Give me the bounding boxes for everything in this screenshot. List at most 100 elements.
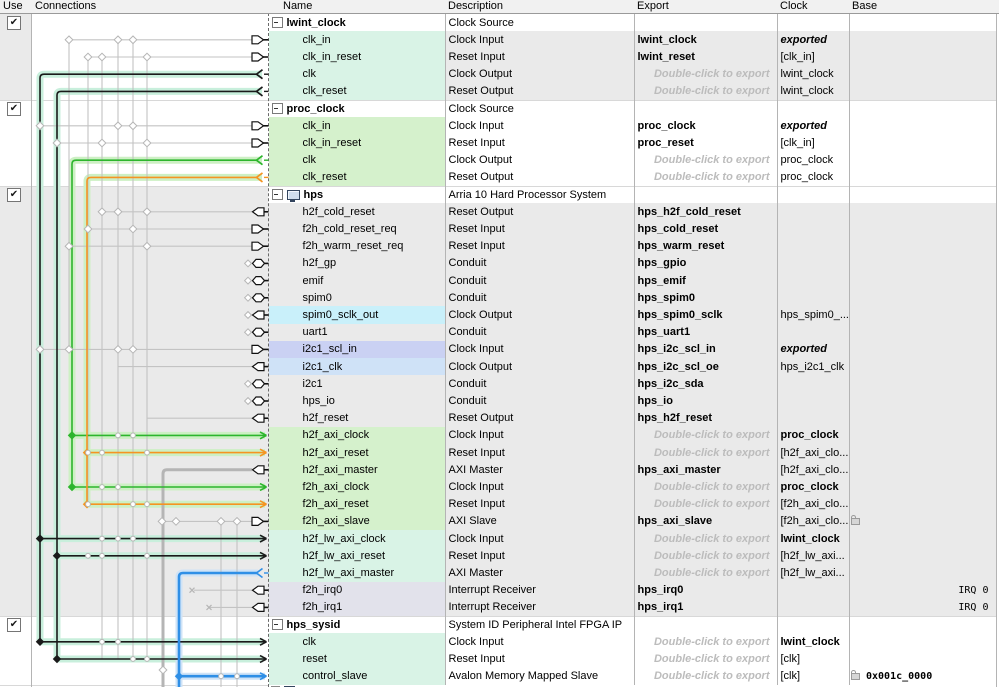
export-name[interactable]: hps_h2f_reset xyxy=(637,412,713,425)
out-port-icon[interactable] xyxy=(251,465,269,475)
export-name[interactable]: lwint_reset xyxy=(637,50,695,63)
column-header-export[interactable]: Export xyxy=(637,0,669,12)
chev-b-port-icon[interactable] xyxy=(255,567,269,579)
column-header-name[interactable]: Name xyxy=(283,0,313,12)
chev-g-port-icon[interactable] xyxy=(255,155,269,166)
signal-name-uart1[interactable]: uart1 xyxy=(302,326,328,339)
lock-icon[interactable] xyxy=(851,514,860,525)
signal-name-f2h_axi_reset[interactable]: f2h_axi_reset xyxy=(302,498,369,511)
export-name[interactable]: hps_warm_reset xyxy=(637,240,725,253)
export-name[interactable]: hps_h2f_cold_reset xyxy=(637,205,741,218)
signal-name-h2f_axi_clock[interactable]: h2f_axi_clock xyxy=(302,429,370,442)
signal-name-f2h_irq1[interactable]: f2h_irq1 xyxy=(302,601,343,614)
base-address[interactable]: 0x001c_0000 xyxy=(866,670,933,682)
signal-name-clk_in_reset[interactable]: clk_in_reset xyxy=(302,50,362,63)
clock-value[interactable]: lwint_clock xyxy=(780,68,834,81)
chev-k-port-icon[interactable] xyxy=(255,69,269,80)
clock-value[interactable]: [clk_in] xyxy=(780,136,815,149)
clock-value[interactable]: hps_i2c1_clk xyxy=(780,360,845,373)
export-name[interactable]: hps_i2c_scl_oe xyxy=(637,360,719,373)
out-port-icon[interactable] xyxy=(251,413,269,423)
collapse-icon[interactable] xyxy=(271,17,283,29)
hex-port-icon[interactable] xyxy=(251,258,269,268)
export-placeholder[interactable]: Double-click to export xyxy=(653,566,770,579)
use-checkbox-hps[interactable]: ✔ xyxy=(7,188,21,202)
clock-value[interactable]: proc_clock xyxy=(780,480,839,493)
in-port-icon[interactable] xyxy=(251,516,269,527)
signal-name-i2c1[interactable]: i2c1 xyxy=(302,377,323,390)
in-port-icon[interactable] xyxy=(251,52,269,62)
export-name[interactable]: hps_gpio xyxy=(637,257,687,270)
signal-name-control_slave[interactable]: control_slave xyxy=(302,670,368,683)
signal-name-clk_in[interactable]: clk_in xyxy=(302,119,331,132)
arrow-g-port-icon[interactable] xyxy=(259,482,267,492)
export-name[interactable]: hps_spim0 xyxy=(637,291,695,304)
clock-value[interactable]: exported xyxy=(780,343,827,356)
out-port-icon[interactable] xyxy=(251,310,269,320)
in-port-icon[interactable] xyxy=(251,35,269,45)
export-placeholder[interactable]: Double-click to export xyxy=(653,635,770,648)
export-placeholder[interactable]: Double-click to export xyxy=(653,154,770,167)
signal-name-f2h_warm_reset_req[interactable]: f2h_warm_reset_req xyxy=(302,240,404,253)
clock-value[interactable]: [h2f_lw_axi... xyxy=(780,566,845,579)
export-placeholder[interactable]: Double-click to export xyxy=(653,85,770,98)
irq-value[interactable]: IRQ 0 xyxy=(958,601,989,613)
signal-name-clk[interactable]: clk xyxy=(302,154,316,167)
out-port-icon[interactable] xyxy=(251,207,269,217)
out-port-icon[interactable] xyxy=(251,362,269,372)
export-name[interactable]: hps_emif xyxy=(637,274,686,287)
in-port-icon[interactable] xyxy=(251,241,269,251)
signal-name-spim0[interactable]: spim0 xyxy=(302,291,332,304)
signal-name-h2f_cold_reset[interactable]: h2f_cold_reset xyxy=(302,205,375,218)
export-placeholder[interactable]: Double-click to export xyxy=(653,652,770,665)
signal-name-h2f_gp[interactable]: h2f_gp xyxy=(302,257,337,270)
signal-name-f2h_irq0[interactable]: f2h_irq0 xyxy=(302,584,343,597)
arrow-o-port-icon[interactable] xyxy=(259,448,267,457)
wire-proc-rst[interactable] xyxy=(86,176,265,505)
export-placeholder[interactable]: Double-click to export xyxy=(653,532,770,545)
wire-lwint-rst[interactable] xyxy=(56,90,265,660)
junction-dot[interactable] xyxy=(67,431,77,440)
export-placeholder[interactable]: Double-click to export xyxy=(653,446,770,459)
arrow-b-port-icon[interactable] xyxy=(259,672,267,681)
export-name[interactable]: hps_cold_reset xyxy=(637,222,719,235)
column-header-description[interactable]: Description xyxy=(448,0,504,12)
export-name[interactable]: lwint_clock xyxy=(637,33,697,46)
clock-value[interactable]: [f2h_axi_clo... xyxy=(780,498,849,511)
clock-value[interactable]: [clk_in] xyxy=(780,50,815,63)
arrow-k-port-icon[interactable] xyxy=(259,534,267,543)
clock-value[interactable]: exported xyxy=(780,119,827,132)
signal-name-h2f_reset[interactable]: h2f_reset xyxy=(302,412,349,425)
arrow-g-port-icon[interactable] xyxy=(259,431,267,440)
signal-name-i2c1_scl_in[interactable]: i2c1_scl_in xyxy=(302,343,357,356)
clock-value[interactable]: proc_clock xyxy=(780,429,839,442)
arrow-o-port-icon[interactable] xyxy=(259,500,267,509)
export-name[interactable]: hps_axi_master xyxy=(637,463,721,476)
export-name[interactable]: proc_clock xyxy=(637,119,696,132)
export-name[interactable]: hps_i2c_scl_in xyxy=(637,343,716,356)
in-port-icon[interactable] xyxy=(251,121,269,131)
signal-name-clk_reset[interactable]: clk_reset xyxy=(302,171,347,184)
hex-port-icon[interactable] xyxy=(251,327,269,337)
export-name[interactable]: proc_reset xyxy=(637,136,694,149)
collapse-icon[interactable] xyxy=(271,103,283,115)
signal-name-reset[interactable]: reset xyxy=(302,652,327,665)
base-cell[interactable] xyxy=(851,513,994,530)
clock-value[interactable]: exported xyxy=(780,33,827,46)
clock-value[interactable]: [f2h_axi_clo... xyxy=(780,515,849,528)
column-header-connections[interactable]: Connections xyxy=(35,0,97,12)
collapse-icon[interactable] xyxy=(271,619,283,631)
hex-port-icon[interactable] xyxy=(251,379,269,389)
out-port-icon[interactable] xyxy=(251,585,269,595)
export-placeholder[interactable]: Double-click to export xyxy=(653,670,770,683)
signal-name-spim0_sclk_out[interactable]: spim0_sclk_out xyxy=(302,308,379,321)
signal-name-clk_reset[interactable]: clk_reset xyxy=(302,85,347,98)
signal-name-clk[interactable]: clk xyxy=(302,635,316,648)
hex-port-icon[interactable] xyxy=(251,396,269,406)
signal-name-clk_in[interactable]: clk_in xyxy=(302,33,331,46)
base-cell[interactable]: 0x001c_0000 xyxy=(851,668,994,685)
collapse-icon[interactable] xyxy=(271,189,283,201)
export-placeholder[interactable]: Double-click to export xyxy=(653,498,770,511)
signal-name-h2f_axi_reset[interactable]: h2f_axi_reset xyxy=(302,446,369,459)
